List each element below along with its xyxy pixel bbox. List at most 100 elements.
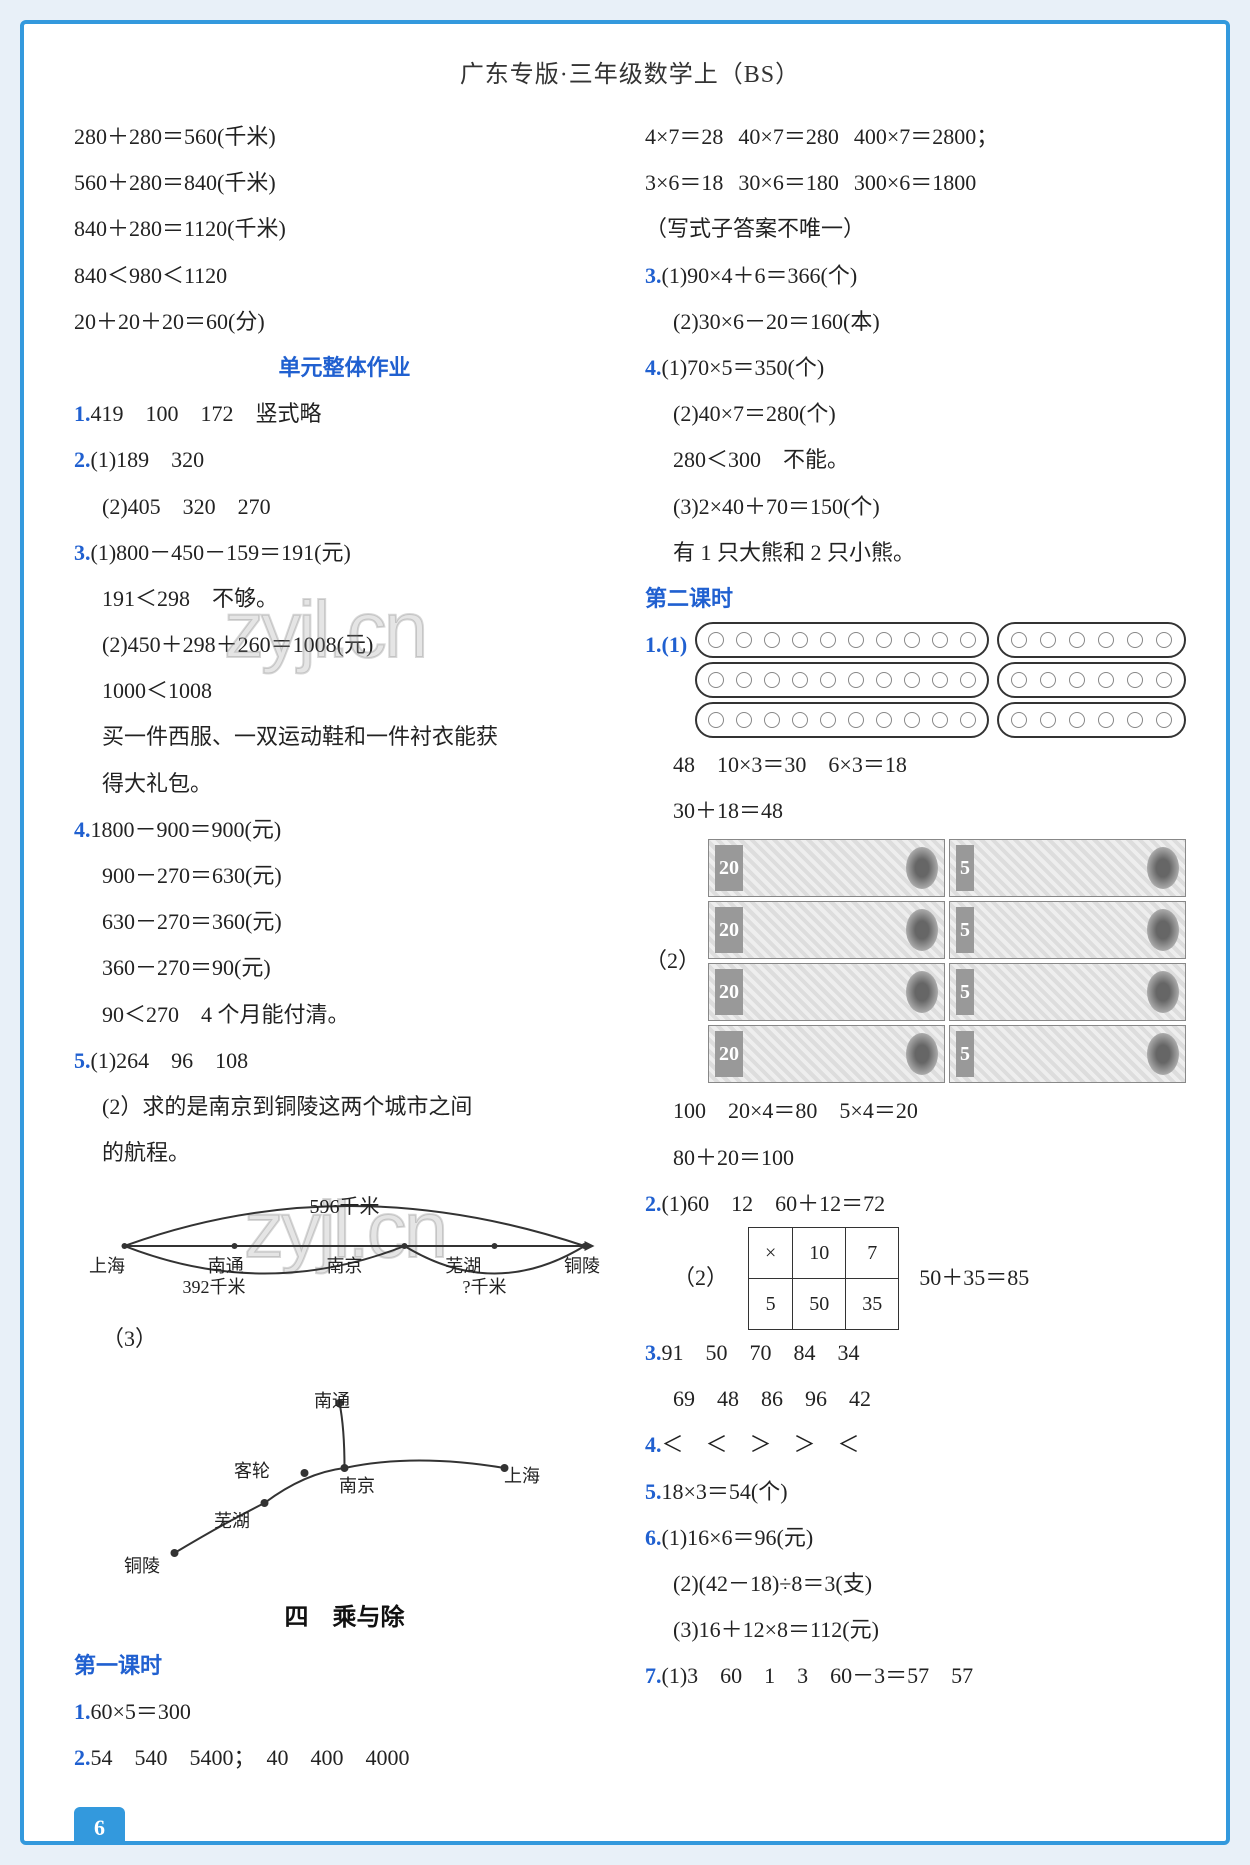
- left-q5-l3: （3）: [74, 1316, 615, 1362]
- map-city-kelun: 客轮: [234, 1453, 270, 1491]
- map-diagram-box: 南通 上海 客轮 南京 芜湖 铜陵: [74, 1363, 615, 1583]
- rc-q6-l1: (1)16×6＝96(元): [662, 1525, 814, 1550]
- mt-1-1: 50: [793, 1279, 846, 1330]
- l1-q1-text: 60×5＝300: [91, 1699, 191, 1724]
- left-q2-l1: 2.(1)189 320: [74, 437, 615, 483]
- left-top-line-5: 20＋20＋20＝60(分): [74, 299, 615, 345]
- money-grid: 20 5 20 5 20 5 20 5: [708, 834, 1186, 1088]
- oval-l-2: [695, 662, 989, 698]
- mt-1-0: 5: [749, 1279, 793, 1330]
- rc-tr2-1: 3×6＝18: [645, 160, 723, 206]
- left-top-line-2: 560＋280＝840(千米): [74, 160, 615, 206]
- left-q2-l2: (2)405 320 270: [74, 484, 615, 530]
- left-q3-l6: 得大礼包。: [74, 761, 615, 807]
- map-city-wuhu: 芜湖: [214, 1503, 250, 1541]
- rc-tr1-2: 40×7＝280: [738, 114, 838, 160]
- left-q5-l2a: (2）求的是南京到铜陵这两个城市之间: [74, 1084, 615, 1130]
- money-5-3: 5: [949, 963, 1186, 1021]
- mt-1-2: 35: [846, 1279, 899, 1330]
- l1-q1-num: 1.: [74, 1699, 91, 1724]
- oval-label: 1.(1): [645, 622, 687, 668]
- mt-0-1: 10: [793, 1228, 846, 1279]
- left-q4-l5: 90＜270 4 个月能付清。: [74, 992, 615, 1038]
- rc-q2-l1: 2.(1)60 12 60＋12＝72: [645, 1181, 1186, 1227]
- left-q5-l1: 5.(1)264 96 108: [74, 1038, 615, 1084]
- q4-num: 4.: [74, 817, 91, 842]
- l1-q2-num: 2.: [74, 1745, 91, 1770]
- oval-l-1: [695, 622, 989, 658]
- oval-container: [695, 622, 1186, 742]
- left-q4-l1: 4.1800－900＝900(元): [74, 807, 615, 853]
- arc-top-label: 596千米: [310, 1186, 380, 1228]
- left-q1: 1.419 100 172 竖式略: [74, 391, 615, 437]
- rc-q6-l3: (3)16＋12×8＝112(元): [645, 1607, 1186, 1653]
- rc-top-row1: 4×7＝28 40×7＝280 400×7＝2800；: [645, 114, 1186, 160]
- page-container: 广东专版·三年级数学上（BS） zyjl.cn zyjl.cn 280＋280＝…: [20, 20, 1230, 1845]
- rc-q4-l4: (3)2×40＋70＝150(个): [645, 484, 1186, 530]
- rc-top-row2: 3×6＝18 30×6＝180 300×6＝1800: [645, 160, 1186, 206]
- q1-num: 1.: [74, 401, 91, 426]
- rc-q5: 5.18×3＝54(个): [645, 1469, 1186, 1515]
- q5-l1: (1)264 96 108: [91, 1048, 249, 1073]
- oval-row-1: [695, 622, 1186, 662]
- money-5-1: 5: [949, 839, 1186, 897]
- money-5-4: 5: [949, 1025, 1186, 1083]
- rc-q2-l2-row: （2） × 10 7 5 50 35 50＋35＝85: [645, 1227, 1186, 1330]
- rc-q4-cmp: 4.＜ ＜ ＞ ＞ ＜: [645, 1422, 1186, 1468]
- right-column: 4×7＝28 40×7＝280 400×7＝2800； 3×6＝18 30×6＝…: [645, 114, 1186, 1781]
- unit-section-title: 单元整体作业: [74, 345, 615, 391]
- arc-b2: ?千米: [463, 1269, 507, 1307]
- oval-r-1: [997, 622, 1186, 658]
- left-top-line-4: 840＜980＜1120: [74, 253, 615, 299]
- rc-q4-num: 4.: [645, 355, 662, 380]
- rc-q4-l1: 4.(1)70×5＝350(个): [645, 345, 1186, 391]
- left-q5-l2b: 的航程。: [74, 1130, 615, 1176]
- map-city-shanghai: 上海: [504, 1458, 540, 1496]
- page-title: 广东专版·三年级数学上（BS）: [74, 54, 1186, 89]
- money-20-1: 20: [708, 839, 945, 897]
- q5-num: 5.: [74, 1048, 91, 1073]
- money-20-4: 20: [708, 1025, 945, 1083]
- money-20-2: 20: [708, 901, 945, 959]
- rc-q3-num: 3.: [645, 263, 662, 288]
- money-label: （2）: [645, 938, 700, 984]
- q3-num: 3.: [74, 540, 91, 565]
- rc-q6-l1: 6.(1)16×6＝96(元): [645, 1515, 1186, 1561]
- rc-q3-l2: (2)30×6－20＝160(本): [645, 299, 1186, 345]
- arc-bottom-row: 392千米 ?千米: [74, 1269, 615, 1307]
- q2-l1: (1)189 320: [91, 447, 205, 472]
- rc-tr2-2: 30×6＝180: [738, 160, 838, 206]
- rc-q2-side: 50＋35＝85: [919, 1255, 1029, 1301]
- q4-l1: 1800－900＝900(元): [91, 817, 282, 842]
- left-q4-l3: 630－270＝360(元): [74, 899, 615, 945]
- lesson1-title: 第一课时: [74, 1643, 615, 1689]
- oval-ans1: 48 10×3＝30 6×3＝18: [645, 742, 1186, 788]
- money-ans1: 100 20×4＝80 5×4＝20: [645, 1088, 1186, 1134]
- two-column-layout: 280＋280＝560(千米) 560＋280＝840(千米) 840＋280＝…: [74, 114, 1186, 1781]
- q1-text: 419 100 172 竖式略: [91, 401, 322, 426]
- chapter4-title: 四 乘与除: [74, 1593, 615, 1643]
- page-number-tab: 6: [74, 1807, 125, 1845]
- rc-q3-l1: (1)90×4＋6＝366(个): [662, 263, 858, 288]
- arc-b1: 392千米: [183, 1269, 246, 1307]
- rc-q3-r2: 69 48 86 96 42: [645, 1376, 1186, 1422]
- rc-tr1-1: 4×7＝28: [645, 114, 723, 160]
- left-q3-l1: 3.(1)800－450－159＝191(元): [74, 530, 615, 576]
- oval-row-2: [695, 662, 1186, 702]
- rc-tr1-3: 400×7＝2800；: [854, 114, 998, 160]
- oval-l-3: [695, 702, 989, 738]
- lesson2-title: 第二课时: [645, 576, 1186, 622]
- q2-num: 2.: [74, 447, 91, 472]
- rc-q7: 7.(1)3 60 1 3 60－3＝57 57: [645, 1653, 1186, 1699]
- map-city-nanjing: 南京: [339, 1468, 375, 1506]
- left-q3-l2: 191＜298 不够。: [74, 576, 615, 622]
- rc-q2-l1: (1)60 12 60＋12＝72: [662, 1191, 886, 1216]
- l1-q2: 2.54 540 5400； 40 400 4000: [74, 1735, 615, 1781]
- money-ans2: 80＋20＝100: [645, 1135, 1186, 1181]
- left-q3-l3: (2)450＋298＋260＝1008(元): [74, 622, 615, 668]
- left-q3-l4: 1000＜1008: [74, 668, 615, 714]
- l1-q1: 1.60×5＝300: [74, 1689, 615, 1735]
- rc-q4-l1: (1)70×5＝350(个): [662, 355, 825, 380]
- rc-note: （写式子答案不唯一）: [645, 206, 1186, 252]
- money-section: （2） 20 5 20 5 20 5 20 5: [645, 834, 1186, 1088]
